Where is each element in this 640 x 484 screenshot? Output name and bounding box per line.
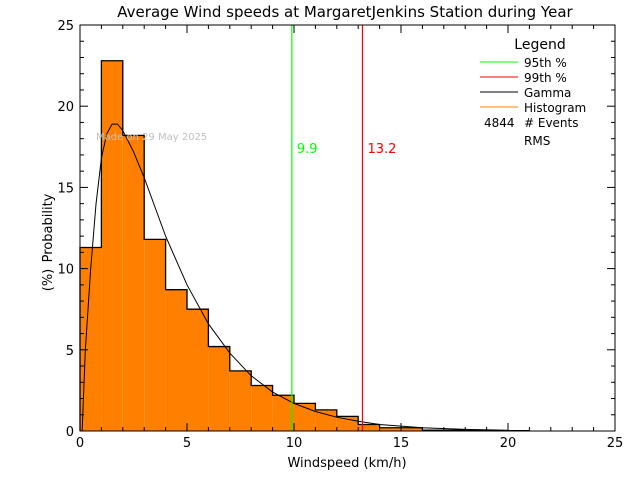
histogram-bar xyxy=(358,425,379,431)
legend-entry: Gamma xyxy=(524,86,571,100)
legend-entry: 99th % xyxy=(524,71,567,85)
percentile-label: 9.9 xyxy=(297,142,318,157)
x-tick-label: 0 xyxy=(76,436,84,451)
x-tick-label: 10 xyxy=(286,436,303,451)
percentile-label: 13.2 xyxy=(367,142,396,157)
events-count: 4844 xyxy=(484,116,515,130)
y-tick-label: 15 xyxy=(57,181,74,196)
watermark: Made on 29 May 2025 xyxy=(96,132,207,143)
histogram-bar xyxy=(187,309,208,431)
histogram-bar xyxy=(230,371,251,431)
chart-title: Average Wind speeds at MargaretJenkins S… xyxy=(117,3,573,21)
x-tick-label: 25 xyxy=(607,436,624,451)
histogram-bars xyxy=(80,61,529,431)
percentile-lines: 9.9 13.2 xyxy=(292,25,397,431)
histogram-bar xyxy=(251,386,272,431)
x-tick-label: 15 xyxy=(393,436,410,451)
histogram-bar xyxy=(273,395,294,431)
y-tick-label: 25 xyxy=(57,19,74,34)
x-tick-label: 5 xyxy=(183,436,191,451)
y-axis-label: Probability xyxy=(41,193,56,262)
histogram-bar xyxy=(166,290,187,431)
histogram-bar xyxy=(144,239,165,431)
x-tick-label: 20 xyxy=(500,436,517,451)
legend-entry: 95th % xyxy=(524,56,567,70)
histogram-bar xyxy=(101,61,122,431)
y-tick-label: 5 xyxy=(66,344,74,359)
events-label: # Events xyxy=(524,116,579,130)
legend-entry: Histogram xyxy=(524,101,586,115)
y-tick-label: 0 xyxy=(66,425,74,440)
histogram-bar xyxy=(315,410,336,431)
y-tick-label: 20 xyxy=(57,100,74,115)
legend-title: Legend xyxy=(514,37,565,53)
histogram-bar xyxy=(123,135,144,431)
histogram-bar xyxy=(337,416,358,431)
histogram-bar xyxy=(208,347,229,431)
y-tick-label: 10 xyxy=(57,263,74,278)
rms-label: RMS xyxy=(524,134,550,148)
y-axis-unit: (%) xyxy=(41,269,56,292)
x-axis-label: Windspeed (km/h) xyxy=(287,456,406,471)
